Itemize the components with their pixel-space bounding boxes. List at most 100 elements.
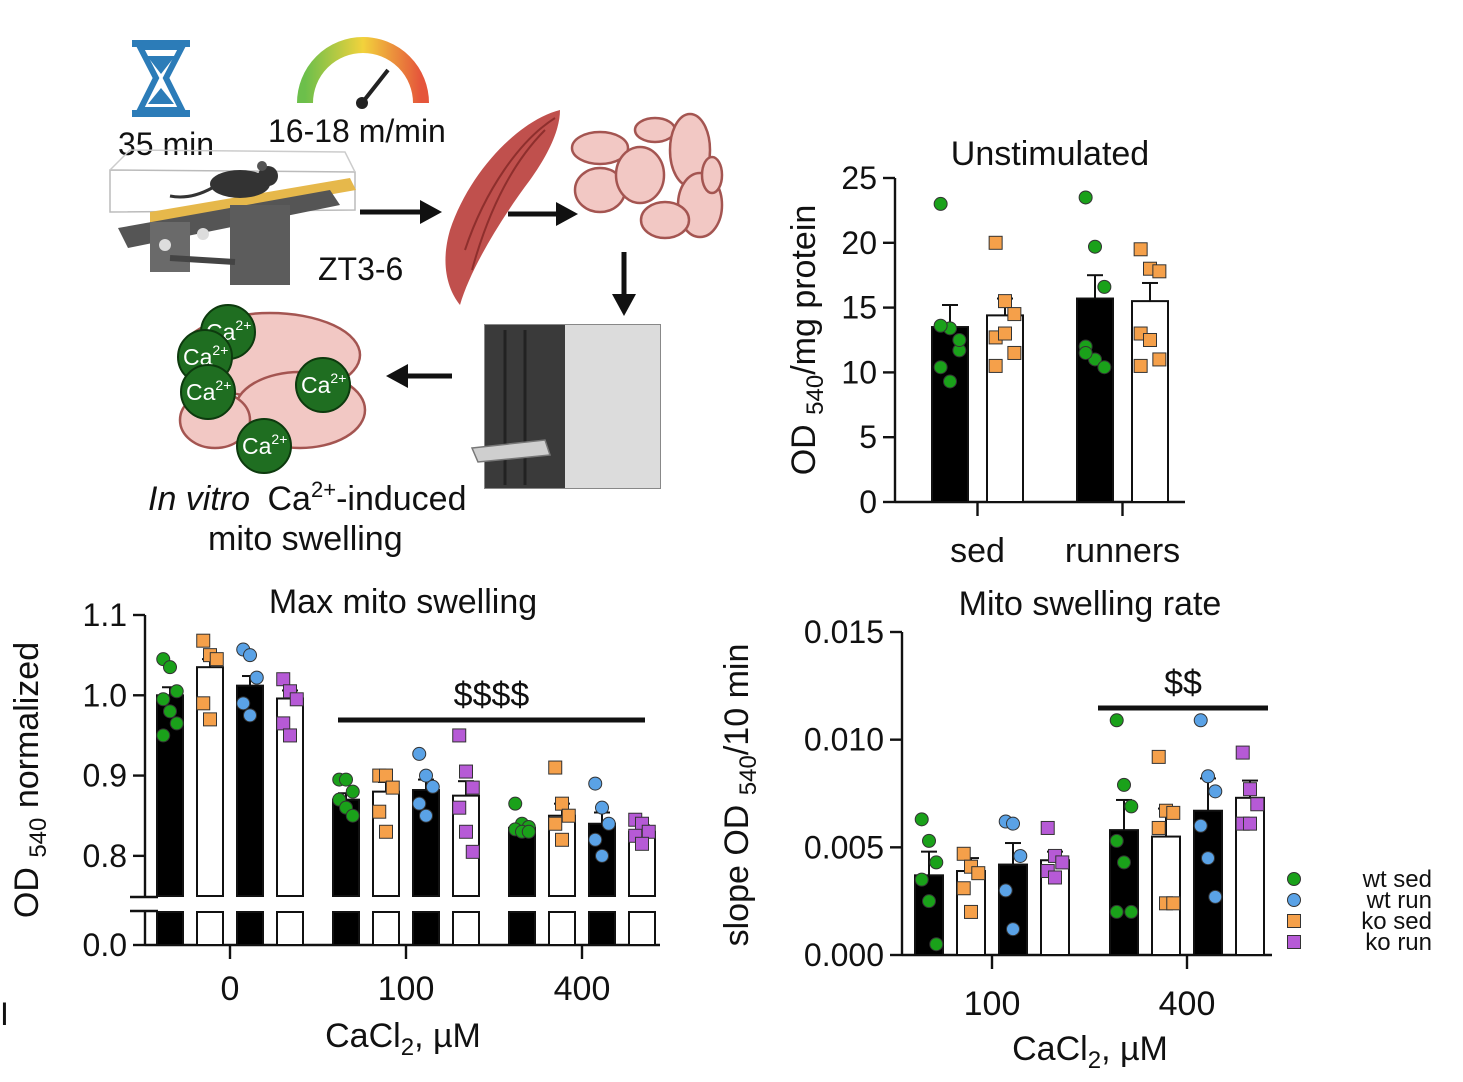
chart-max-swelling: Max mito swelling 0.8 0.9 1.0 1.1 0 100 400 OD 5…: [8, 583, 680, 1061]
bar: [914, 874, 944, 956]
y-tick-label: 5: [859, 419, 877, 455]
data-point: [1235, 745, 1250, 760]
data-point: [419, 808, 433, 823]
data-point: [922, 894, 936, 909]
x-axis-label: CaCl2, µM: [325, 1017, 481, 1061]
ion-group: Ca2+Ca2+Ca2+ Ca2+Ca2+: [177, 304, 351, 474]
data-point: [988, 235, 1003, 250]
data-point: [1201, 769, 1215, 784]
ion-charge: 2+: [215, 377, 231, 393]
legend-label: wt run: [1366, 887, 1432, 914]
data-point: [998, 883, 1013, 898]
y-axis-label-sub: 540: [802, 375, 829, 415]
y-axis-label: slope OD 540/10 min: [718, 644, 762, 947]
data-point: [1243, 782, 1257, 797]
muscle-icon: [445, 110, 560, 305]
speedometer-icon: [297, 37, 429, 109]
y-tick-label: 0.8: [83, 838, 127, 874]
speed-label: 16-18 m/min: [268, 113, 446, 149]
data-point: [459, 764, 473, 779]
chart-title: Mito swelling rate: [959, 585, 1222, 623]
data-point: [372, 804, 387, 819]
data-point: [956, 846, 971, 861]
caption-ion: Ca: [268, 480, 312, 518]
chart-unstimulated: Unstimulated 0 5 10 15 20 25 sed runners OD 540/m…: [785, 135, 1185, 570]
y-axis-label: OD 540 normalized: [8, 642, 52, 918]
bar-lower: [588, 911, 616, 946]
data-point: [988, 358, 1003, 373]
y-tick-label: 25: [841, 160, 877, 196]
x-axis-label-sub: 2: [1088, 1047, 1101, 1074]
data-point: [1117, 777, 1131, 792]
data-point: [345, 784, 360, 799]
bar-lower: [196, 911, 224, 946]
ion-label: Ca2+: [183, 342, 228, 370]
data-point: [521, 824, 536, 839]
plate-reader-icon: [470, 324, 661, 489]
bar-lower: [156, 911, 184, 946]
data-point: [555, 796, 569, 811]
data-point: [1006, 816, 1020, 831]
bar: [1151, 835, 1181, 956]
data-point: [1109, 904, 1124, 919]
ion-charge: 2+: [212, 342, 228, 358]
data-point: [1133, 358, 1148, 373]
data-point: [971, 866, 986, 881]
data-point: [243, 708, 257, 723]
data-point: [1078, 345, 1093, 360]
y-tick-label: 0.000: [804, 937, 884, 973]
data-point: [1250, 797, 1265, 812]
data-point: [379, 824, 393, 839]
data-point: [952, 333, 967, 347]
bar: [1109, 829, 1139, 957]
legend-marker: [1287, 935, 1301, 949]
x-axis-label-sub: 2: [401, 1034, 414, 1061]
bar-lower: [332, 911, 360, 946]
data-point: [1006, 922, 1020, 937]
legend-marker: [1287, 872, 1301, 886]
calcium-ion-icon: [236, 418, 292, 474]
y-axis-label-main: OD: [8, 858, 46, 918]
data-point: [276, 716, 291, 731]
data-point: [459, 824, 473, 839]
data-point: [452, 800, 467, 815]
data-point: [289, 692, 304, 707]
ion-label: Ca2+: [242, 431, 287, 459]
data-point: [933, 196, 948, 211]
data-point: [209, 652, 224, 667]
legend-item: ko run: [1287, 929, 1432, 956]
y-axis-label: OD 540/mg protein: [785, 205, 829, 476]
x-axis-label: CaCl2, µM: [1012, 1030, 1168, 1074]
hourglass-icon: [132, 40, 190, 117]
x-tick-label: 0: [221, 970, 240, 1008]
data-point: [236, 696, 251, 711]
arrow-down-icon: [612, 252, 636, 316]
data-point: [929, 937, 944, 952]
data-point: [385, 780, 400, 795]
significance-label: $$$$: [454, 676, 530, 714]
data-point: [1151, 820, 1166, 835]
data-point: [956, 881, 971, 896]
arrow-right-icon: [508, 202, 578, 226]
data-point: [1117, 855, 1131, 870]
x-tick-label: sed: [950, 532, 1005, 570]
data-point: [1055, 855, 1070, 870]
x-tick-label: runners: [1065, 532, 1180, 570]
data-point: [156, 728, 171, 743]
data-point: [998, 326, 1012, 341]
data-point: [1201, 851, 1215, 866]
x-tick-label: 400: [1159, 985, 1216, 1023]
y-tick-label: 0: [859, 484, 877, 520]
x-tick-label: 100: [378, 970, 435, 1008]
y-axis-label-rest: normalized: [8, 642, 46, 818]
ion-symbol: Ca: [186, 379, 216, 405]
data-point: [196, 633, 211, 648]
data-point: [1193, 818, 1208, 833]
caption-italic: In vitro: [148, 480, 250, 518]
y-tick-label: 20: [841, 225, 877, 261]
y-tick-label: 0.005: [804, 829, 884, 865]
data-point: [548, 760, 563, 775]
caption-rest: -induced: [336, 480, 466, 518]
data-point: [635, 836, 649, 851]
